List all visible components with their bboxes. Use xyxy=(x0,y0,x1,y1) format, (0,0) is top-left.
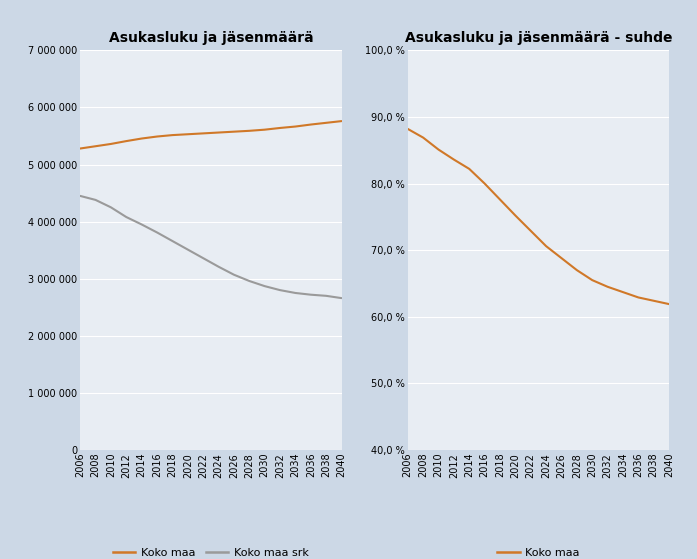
Legend: Koko maa, Koko maa srk: Koko maa, Koko maa srk xyxy=(108,543,314,559)
Legend: Koko maa: Koko maa xyxy=(493,543,584,559)
Title: Asukasluku ja jäsenmäärä - suhde: Asukasluku ja jäsenmäärä - suhde xyxy=(405,31,672,45)
Title: Asukasluku ja jäsenmäärä: Asukasluku ja jäsenmäärä xyxy=(109,31,313,45)
